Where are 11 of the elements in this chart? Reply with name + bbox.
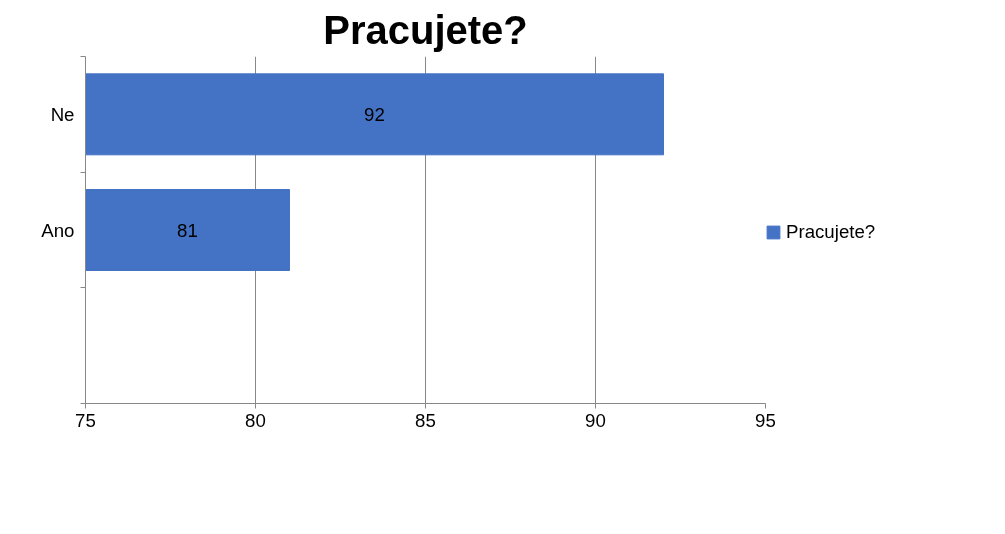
y-tick-label: Ne: [50, 103, 75, 125]
chart-title: Pracujete?: [323, 7, 528, 52]
x-tick-label: 90: [585, 409, 606, 431]
legend-label: Pracujete?: [786, 221, 876, 243]
data-label: 81: [177, 219, 198, 241]
data-label: 92: [364, 103, 385, 125]
x-tick-label: 85: [415, 409, 436, 431]
x-tick-label: 80: [245, 409, 266, 431]
x-tick-label: 95: [755, 409, 776, 431]
x-tick-label: 75: [75, 409, 96, 431]
y-tick-label: Ano: [41, 219, 75, 241]
